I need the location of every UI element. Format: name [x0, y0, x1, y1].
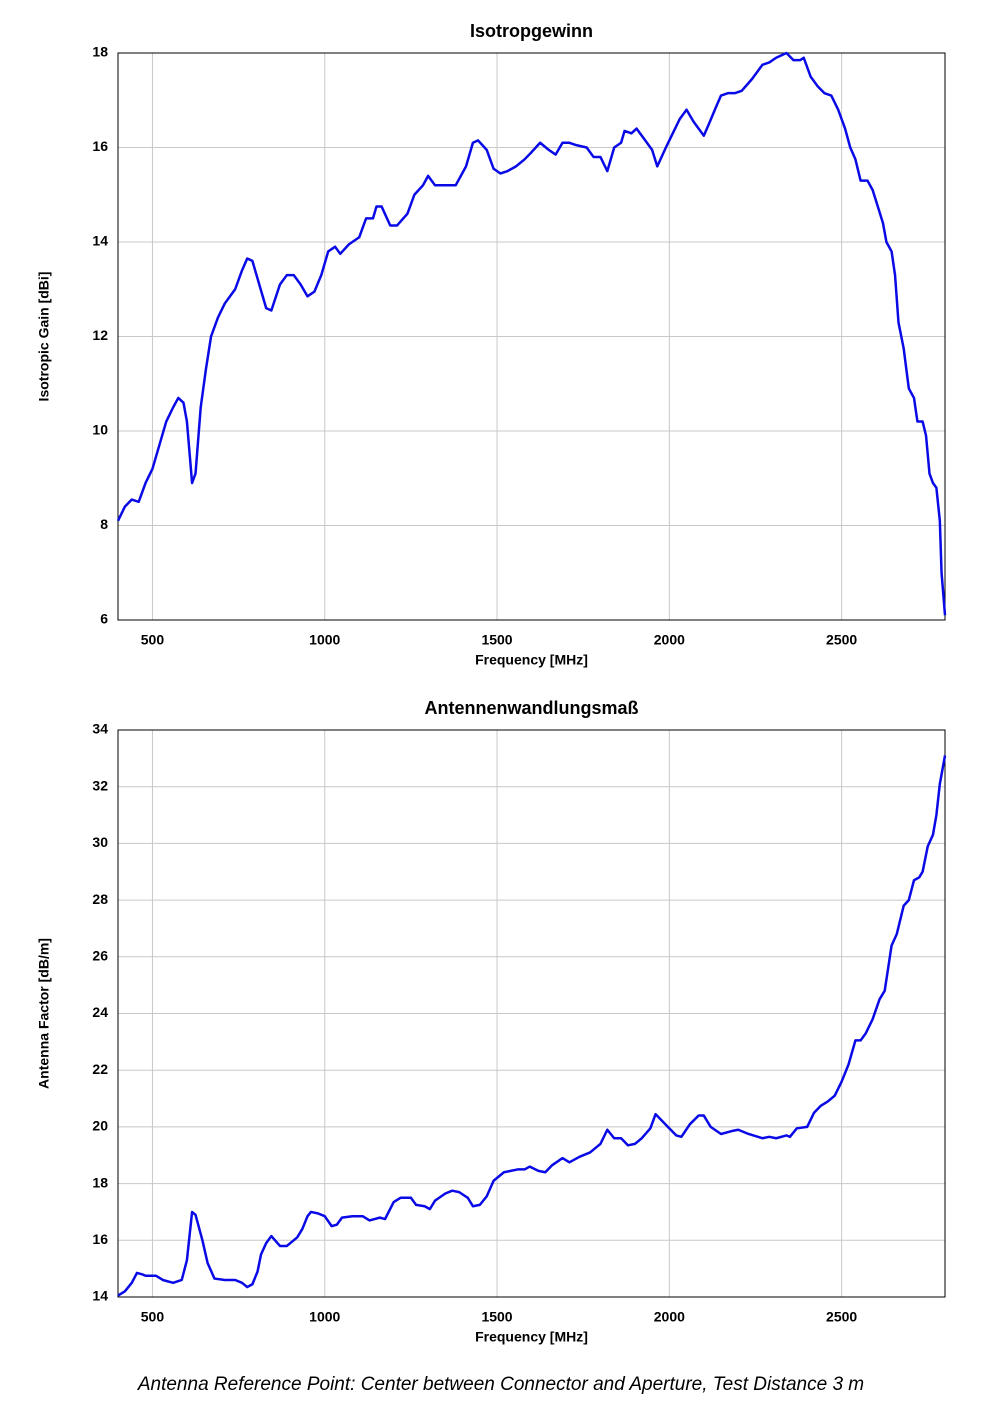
y-tick-label: 10 [92, 422, 108, 438]
x-tick-label: 1000 [309, 632, 340, 648]
y-tick-label: 18 [92, 1174, 108, 1190]
y-tick-label: 18 [92, 44, 108, 60]
chart-title: Antennenwandlungsmaß [424, 698, 638, 718]
caption: Antenna Reference Point: Center between … [137, 1374, 864, 1395]
data-line [117, 755, 947, 1297]
y-tick-label: 20 [92, 1118, 108, 1134]
x-tick-label: 1500 [481, 632, 512, 648]
x-tick-label: 2000 [654, 632, 685, 648]
y-tick-label: 30 [92, 834, 108, 850]
y-tick-label: 34 [92, 721, 108, 737]
y-tick-label: 32 [92, 777, 108, 793]
x-tick-label: 1500 [481, 1309, 512, 1325]
y-tick-label: 24 [92, 1004, 108, 1020]
data-line [116, 51, 947, 616]
x-tick-label: 500 [141, 1309, 165, 1325]
y-axis-label: Antenna Factor [dB/m] [36, 938, 52, 1089]
x-tick-label: 2500 [826, 632, 857, 648]
y-tick-label: 16 [92, 1231, 108, 1247]
plot-frame [117, 729, 946, 1298]
y-tick-label: 26 [92, 948, 108, 964]
x-tick-label: 500 [141, 632, 165, 648]
y-tick-label: 14 [92, 233, 108, 249]
chart-title: Isotropgewinn [470, 21, 593, 41]
x-tick-label: 2000 [654, 1309, 685, 1325]
x-axis-label: Frequency [MHz] [475, 652, 588, 668]
y-axis-label: Isotropic Gain [dBi] [36, 272, 52, 402]
y-tick-label: 6 [100, 611, 108, 627]
x-tick-label: 2500 [826, 1309, 857, 1325]
y-tick-label: 28 [92, 891, 108, 907]
y-tick-label: 22 [92, 1061, 108, 1077]
y-tick-label: 8 [100, 516, 108, 532]
x-axis-label: Frequency [MHz] [475, 1329, 588, 1345]
y-tick-label: 14 [92, 1288, 108, 1304]
x-tick-label: 1000 [309, 1309, 340, 1325]
plot-frame [117, 52, 946, 621]
y-tick-label: 16 [92, 138, 108, 154]
y-tick-label: 12 [92, 327, 108, 343]
